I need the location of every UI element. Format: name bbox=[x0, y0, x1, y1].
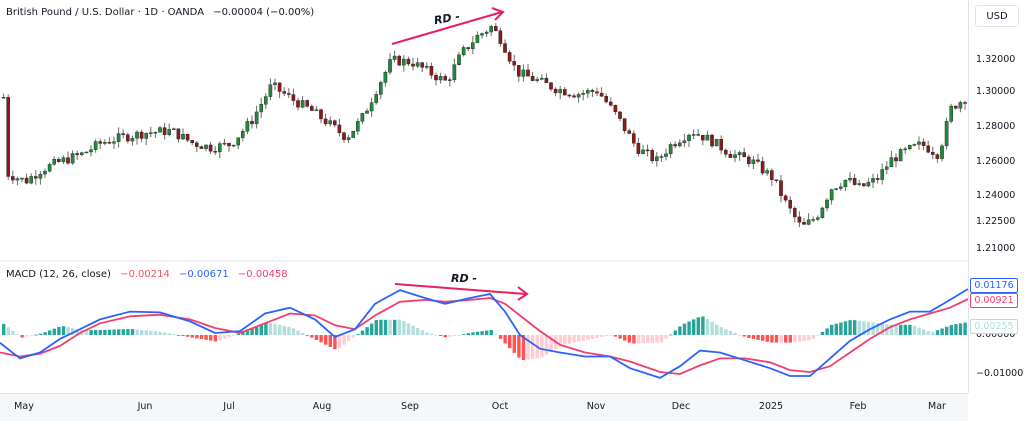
rd-annotation-macd: RD - bbox=[451, 272, 477, 285]
time-axis[interactable] bbox=[0, 393, 968, 421]
symbol-legend: British Pound / U.S. Dollar · 1D · OANDA… bbox=[6, 7, 314, 18]
macd-line-badge: 0.01176 bbox=[970, 278, 1018, 293]
price-pane[interactable] bbox=[0, 0, 968, 260]
price-tick: 1.30000 bbox=[976, 86, 1016, 97]
macd-chart[interactable] bbox=[0, 262, 968, 393]
price-tick: 1.28000 bbox=[976, 121, 1016, 132]
macd-tick: −0.01000 bbox=[976, 368, 1024, 379]
price-tick: 1.32000 bbox=[976, 54, 1016, 65]
macd-title: MACD (12, 26, close) bbox=[6, 269, 111, 280]
histogram-badge: 0.00255 bbox=[970, 319, 1018, 334]
price-tick: 1.21000 bbox=[976, 243, 1016, 254]
time-tick: Aug bbox=[312, 401, 332, 412]
time-tick: 2025 bbox=[758, 401, 784, 412]
time-tick: Oct bbox=[491, 401, 509, 412]
price-tick: 1.26000 bbox=[976, 156, 1016, 167]
time-tick: Sep bbox=[401, 401, 419, 412]
pane-divider[interactable] bbox=[0, 260, 1024, 262]
time-tick: Mar bbox=[928, 401, 946, 412]
symbol-title: British Pound / U.S. Dollar · 1D · OANDA bbox=[6, 7, 205, 18]
macd-tick: 0.00000 bbox=[976, 329, 1016, 340]
macd-signal-value: −0.00458 bbox=[237, 269, 288, 280]
currency-button[interactable]: USD bbox=[975, 5, 1019, 27]
signal-line-badge: 0.00921 bbox=[970, 293, 1018, 308]
macd-legend: MACD (12, 26, close) −0.00214 −0.00671 −… bbox=[6, 269, 288, 280]
time-tick: May bbox=[14, 401, 34, 412]
time-tick: Feb bbox=[849, 401, 867, 412]
time-tick: Jul bbox=[223, 401, 235, 412]
candlestick-chart[interactable] bbox=[0, 0, 968, 260]
macd-hist-value: −0.00214 bbox=[120, 269, 170, 280]
chart-area[interactable] bbox=[0, 0, 968, 393]
price-tick: 1.22500 bbox=[976, 216, 1016, 227]
time-tick: Jun bbox=[137, 401, 153, 412]
macd-line-value: −0.00671 bbox=[179, 269, 229, 280]
macd-pane[interactable] bbox=[0, 262, 968, 393]
time-tick: Nov bbox=[586, 401, 606, 412]
time-tick: Dec bbox=[671, 401, 691, 412]
price-tick: 1.24000 bbox=[976, 190, 1016, 201]
price-change: −0.00004 (−0.00%) bbox=[213, 7, 315, 18]
